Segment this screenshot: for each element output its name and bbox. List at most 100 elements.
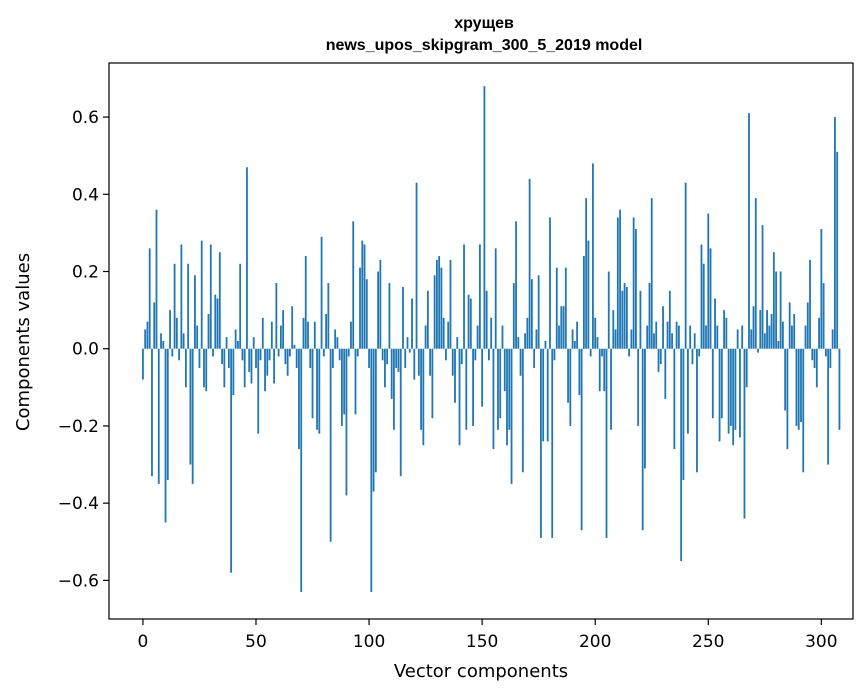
bar	[361, 240, 364, 349]
bar	[705, 325, 707, 349]
bar	[481, 348, 484, 407]
bar	[433, 275, 436, 349]
bar	[589, 348, 592, 357]
bar	[397, 348, 400, 372]
bar	[343, 348, 346, 415]
bar	[354, 348, 357, 415]
bar	[381, 348, 384, 361]
bar	[426, 290, 429, 349]
bar	[562, 306, 565, 349]
bar	[499, 348, 502, 419]
bar	[184, 348, 187, 388]
bar	[478, 244, 481, 349]
bar	[171, 348, 174, 357]
bar	[748, 113, 750, 349]
bar	[530, 279, 533, 349]
bar	[601, 348, 603, 357]
bar	[248, 348, 251, 372]
bar	[227, 348, 230, 369]
bar	[372, 348, 375, 492]
bars-group	[142, 86, 841, 592]
y-tick-label: 0.0	[72, 340, 99, 360]
x-tick-label: 300	[805, 632, 837, 652]
bar	[218, 252, 221, 349]
bar	[734, 348, 737, 430]
bar	[800, 348, 802, 423]
bar	[822, 283, 825, 349]
bar	[356, 348, 359, 357]
bar	[327, 283, 330, 349]
bar	[578, 348, 581, 396]
bar	[793, 313, 796, 349]
bar	[700, 244, 703, 349]
bar	[668, 290, 671, 349]
bar	[451, 348, 454, 376]
bar	[151, 348, 153, 477]
bar	[680, 348, 683, 562]
bar	[393, 348, 395, 430]
bar	[474, 348, 477, 361]
y-axis-ticks: −0.6 −0.4 −0.2 0.0 0.2 0.4 0.6	[58, 108, 109, 591]
bar	[302, 317, 305, 349]
bar	[476, 325, 479, 349]
bar	[662, 306, 664, 349]
bar	[485, 290, 488, 349]
bar	[736, 329, 739, 349]
bar	[144, 329, 147, 349]
bar	[463, 244, 465, 349]
bar	[268, 348, 271, 361]
bar	[300, 348, 303, 592]
bar	[503, 348, 506, 392]
bar	[153, 302, 156, 349]
bar	[605, 348, 608, 538]
bar	[282, 310, 285, 349]
bar	[438, 256, 441, 349]
bar	[307, 321, 309, 349]
bar	[257, 348, 260, 434]
y-tick-label: −0.6	[58, 571, 99, 591]
bar	[194, 275, 196, 349]
bar	[666, 321, 669, 349]
bar	[603, 348, 606, 392]
bar	[693, 333, 696, 349]
bar	[630, 329, 633, 349]
bar	[465, 348, 468, 430]
bar	[691, 348, 694, 365]
bar	[540, 348, 542, 538]
bar	[515, 221, 517, 349]
bar	[173, 263, 176, 349]
bar	[205, 348, 208, 392]
bar	[334, 329, 337, 349]
bar	[512, 283, 515, 349]
bar	[714, 298, 716, 349]
bar	[598, 348, 601, 392]
bar	[241, 348, 244, 361]
bar	[298, 348, 300, 450]
bar	[727, 348, 730, 434]
x-tick-label: 50	[245, 632, 267, 652]
bar	[420, 348, 422, 430]
bar	[743, 348, 746, 519]
bar	[157, 348, 160, 484]
bar	[802, 348, 805, 473]
x-axis-label: Vector components	[394, 661, 568, 682]
bar	[261, 317, 264, 349]
bar	[831, 329, 834, 349]
bar	[449, 259, 452, 349]
bar	[309, 348, 312, 369]
bar	[537, 275, 540, 349]
bar	[259, 348, 262, 361]
bar	[553, 348, 556, 361]
bar	[230, 348, 233, 573]
bar	[745, 348, 748, 388]
bar	[797, 348, 800, 430]
bar	[677, 325, 680, 349]
bar	[596, 337, 599, 349]
bar	[637, 348, 640, 426]
bar	[148, 248, 151, 349]
bar	[535, 329, 538, 349]
bar	[524, 333, 526, 349]
bar	[390, 348, 393, 399]
bar	[445, 348, 447, 361]
bar	[442, 317, 445, 349]
